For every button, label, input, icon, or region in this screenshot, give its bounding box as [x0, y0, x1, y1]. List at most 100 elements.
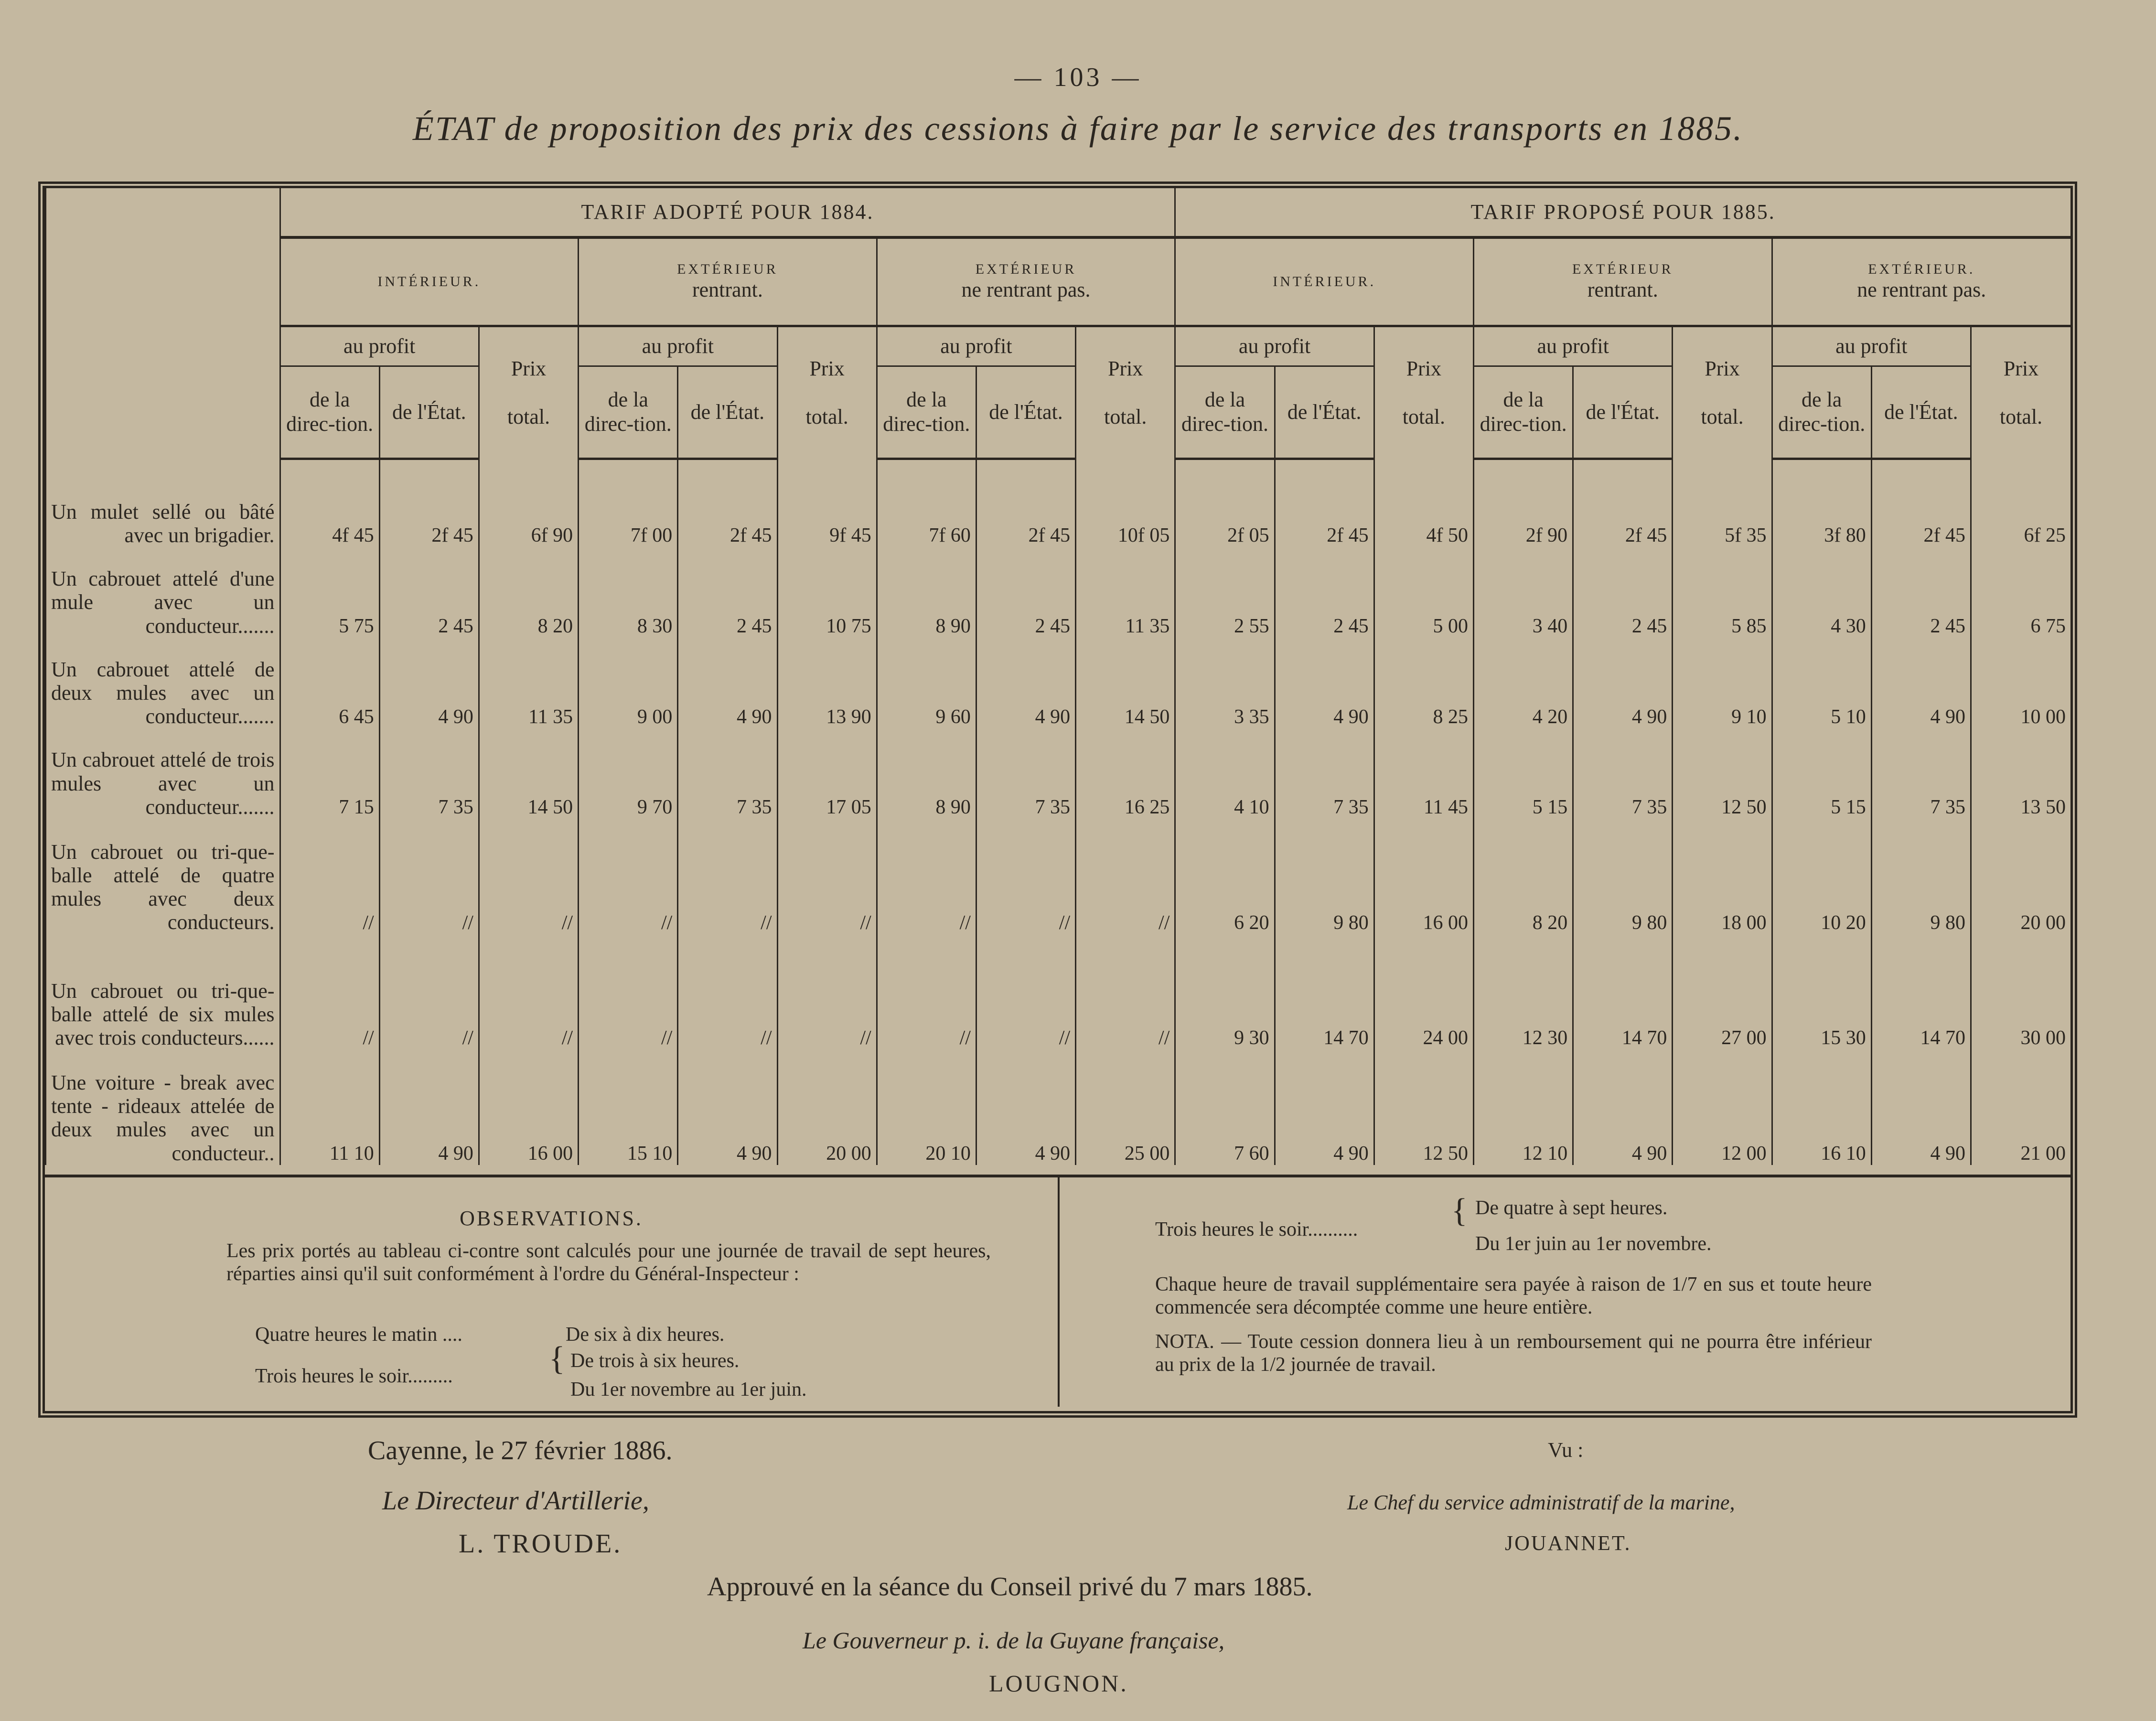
price-cell: 7f 00	[578, 459, 678, 547]
price-cell: //	[1075, 934, 1175, 1050]
observations-title: OBSERVATIONS.	[460, 1207, 643, 1230]
etat-header: de l'État.	[1572, 366, 1673, 460]
row-label-header	[45, 188, 280, 459]
brace-icon: {	[1451, 1192, 1468, 1229]
price-cell: 9f 45	[776, 459, 877, 547]
price-cell: 9 80	[1870, 819, 1971, 934]
chef-signature: JOUANNET.	[1505, 1531, 1631, 1555]
price-cell: 2 45	[378, 547, 479, 638]
price-cell: 3 35	[1174, 637, 1275, 728]
price-cell: 2f 45	[1870, 459, 1971, 547]
morning-hours-value: De six à dix heures.	[566, 1324, 725, 1346]
right-evening-label: Trois heures le soir..........	[1155, 1219, 1358, 1240]
price-cell: 3 40	[1472, 547, 1573, 638]
zone-header: EXTÉRIEUR ne rentrant pas.	[876, 237, 1175, 327]
right-evening-period: Du 1er juin au 1er novembre.	[1475, 1233, 1712, 1255]
price-cell: 5 15	[1771, 728, 1872, 819]
price-cell: 17 05	[776, 728, 877, 819]
price-cell: 7 35	[677, 728, 778, 819]
price-cell: 13 50	[1970, 728, 2070, 819]
price-cell: 11 45	[1373, 728, 1474, 819]
price-cell: 5 00	[1373, 547, 1474, 638]
price-cell: 5f 35	[1672, 459, 1772, 547]
price-cell: 5 15	[1472, 728, 1573, 819]
price-cell: 15 30	[1771, 934, 1872, 1050]
price-cell: 8 30	[578, 547, 678, 638]
price-cell: 30 00	[1970, 934, 2070, 1050]
price-cell: 4 20	[1472, 637, 1573, 728]
price-cell: 4f 45	[279, 459, 380, 547]
price-cell: 2 45	[677, 547, 778, 638]
direction-header: de la direc-tion.	[1771, 366, 1872, 460]
zone-header: INTÉRIEUR.	[1174, 237, 1474, 327]
price-cell: //	[975, 819, 1076, 934]
price-cell: 14 70	[1572, 934, 1673, 1050]
evening-period-value: Du 1er novembre au 1er juin.	[570, 1379, 807, 1400]
price-cell: //	[677, 819, 778, 934]
direction-header: de la direc-tion.	[1174, 366, 1275, 460]
price-cell: 4 90	[1870, 1049, 1971, 1165]
price-cell: 2f 45	[378, 459, 479, 547]
row-label: Un cabrouet attelé de deux mules avec un…	[45, 637, 280, 728]
price-cell: 11 35	[478, 637, 579, 728]
price-cell: 9 80	[1274, 819, 1374, 934]
price-cell: 18 00	[1672, 819, 1772, 934]
price-cell: 5 85	[1672, 547, 1772, 638]
price-cell: 10f 05	[1075, 459, 1175, 547]
observations-right: Trois heures le soir.......... { De quat…	[1060, 1177, 2070, 1407]
price-cell: 11 35	[1075, 547, 1175, 638]
tariff-table: TARIF ADOPTÉ POUR 1884. TARIF PROPOSÉ PO…	[45, 188, 2070, 1165]
price-cell: 6f 25	[1970, 459, 2070, 547]
price-cell: 7 60	[1174, 1049, 1275, 1165]
group-header-1885: TARIF PROPOSÉ POUR 1885.	[1174, 188, 2070, 239]
price-cell: 2f 45	[1572, 459, 1673, 547]
prix-total-header: Prix total.	[1075, 326, 1175, 459]
direction-header: de la direc-tion.	[876, 366, 976, 460]
price-cell: //	[776, 934, 877, 1050]
price-cell: //	[975, 934, 1076, 1050]
table-row: Un cabrouet attelé de deux mules avec un…	[45, 637, 2070, 728]
price-cell: 6 20	[1174, 819, 1275, 934]
price-cell: 16 10	[1771, 1049, 1872, 1165]
price-cell: 16 25	[1075, 728, 1175, 819]
table-row: Un cabrouet attelé de trois mules avec u…	[45, 728, 2070, 819]
price-cell: 20 00	[1970, 819, 2070, 934]
price-cell: 2f 45	[1274, 459, 1374, 547]
row-label: Une voiture - break avec tente - rideaux…	[45, 1049, 280, 1165]
page-title: ÉTAT de proposition des prix des cession…	[412, 109, 1744, 148]
price-cell: 4 90	[378, 1049, 479, 1165]
supplement-note: Chaque heure de travail supplémentaire s…	[1155, 1273, 1872, 1319]
price-cell: 9 10	[1672, 637, 1772, 728]
director-signature: L. TROUDE.	[459, 1529, 622, 1559]
chef-title: Le Chef du service administratif de la m…	[1347, 1491, 1735, 1514]
price-cell: 12 00	[1672, 1049, 1772, 1165]
price-cell: 7 35	[1572, 728, 1673, 819]
price-cell: //	[578, 819, 678, 934]
zone-header: EXTÉRIEUR rentrant.	[1472, 237, 1772, 327]
price-cell: 7 35	[975, 728, 1076, 819]
price-cell: 9 80	[1572, 819, 1673, 934]
price-cell: //	[578, 934, 678, 1050]
group-header-1884: TARIF ADOPTÉ POUR 1884.	[279, 188, 1175, 239]
price-cell: 8 90	[876, 547, 976, 638]
prix-total-header: Prix total.	[478, 326, 579, 459]
profit-header: au profit	[1472, 326, 1673, 367]
price-cell: 20 10	[876, 1049, 976, 1165]
price-cell: 16 00	[478, 1049, 579, 1165]
table-row: Un mulet sellé ou bâté avec un brigadier…	[45, 459, 2070, 547]
price-cell: 2 45	[1274, 547, 1374, 638]
evening-hours-value: De trois à six heures.	[570, 1350, 740, 1372]
price-cell: 10 20	[1771, 819, 1872, 934]
price-cell: //	[1075, 819, 1175, 934]
director-title: Le Directeur d'Artillerie,	[382, 1486, 649, 1516]
table-row: Une voiture - break avec tente - rideaux…	[45, 1049, 2070, 1165]
price-cell: 12 50	[1373, 1049, 1474, 1165]
prix-total-header: Prix total.	[1672, 326, 1772, 459]
price-cell: 25 00	[1075, 1049, 1175, 1165]
price-cell: 4 90	[975, 637, 1076, 728]
price-cell: 9 60	[876, 637, 976, 728]
price-cell: 5 10	[1771, 637, 1872, 728]
price-cell: 9 70	[578, 728, 678, 819]
price-cell: 2f 05	[1174, 459, 1275, 547]
nota-note: NOTA. — Toute cession donnera lieu à un …	[1155, 1331, 1872, 1376]
